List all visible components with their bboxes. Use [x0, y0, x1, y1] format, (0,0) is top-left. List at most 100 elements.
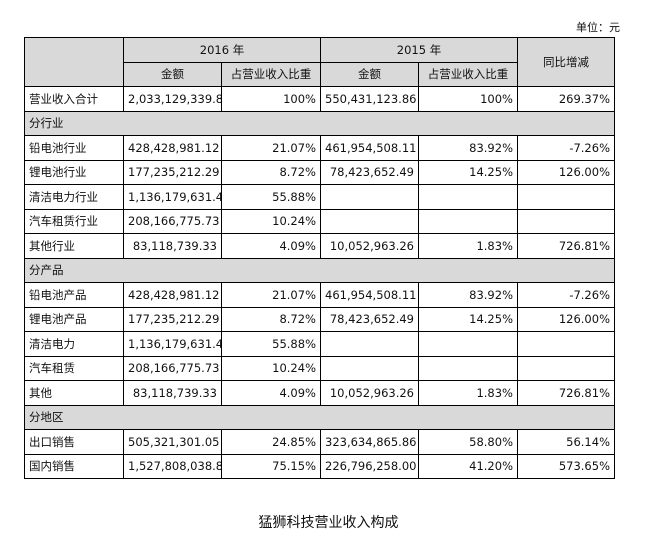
table-row: 铅电池产品 428,428,981.12 21.07% 461,954,508.11 8… — [24, 282, 615, 308]
share-2016-cell: 8.72% — [221, 159, 321, 185]
section-label: 分地区 — [24, 404, 615, 430]
table-row: 铅电池行业 428,428,981.12 21.07% 461,954,508.11 8… — [24, 135, 615, 161]
header-yoy: 同比增减 — [517, 37, 615, 87]
amount-2016-cell: 208,166,775.73 — [123, 208, 222, 234]
amount-2016-cell: 428,428,981.12 — [123, 282, 222, 308]
unit-label: 单位：元 — [576, 21, 620, 34]
section-row: 分地区 — [24, 404, 615, 430]
table-row: 其他行业 83,118,739.33 4.09% 10,052,963.26 1.83%… — [24, 233, 615, 259]
share-2016-cell: 10.24% — [221, 355, 321, 381]
share-2016-cell: 55.88% — [221, 331, 321, 357]
yoy-cell — [517, 208, 615, 234]
table-row: 汽车租赁 208,166,775.73 10.24% — [24, 355, 615, 381]
section-label: 分产品 — [24, 257, 615, 283]
share-2015-cell — [418, 184, 518, 210]
amount-2016-cell: 2,033,129,339.89 — [123, 86, 222, 112]
amount-2016-cell: 83,118,739.33 — [123, 233, 222, 259]
share-2015-cell: 41.20% — [418, 453, 518, 479]
row-label: 汽车租赁 — [24, 355, 124, 381]
share-2015-cell — [418, 355, 518, 381]
amount-2016-cell: 177,235,212.29 — [123, 159, 222, 185]
amount-2015-cell: 323,634,865.86 — [320, 429, 419, 455]
amount-2015-cell — [320, 331, 419, 357]
row-label: 铅电池产品 — [24, 282, 124, 308]
amount-2016-cell: 208,166,775.73 — [123, 355, 222, 381]
amount-2015-cell: 10,052,963.26 — [320, 380, 419, 406]
amount-2015-cell — [320, 184, 419, 210]
table-row: 清洁电力 1,136,179,631.42 55.88% — [24, 331, 615, 357]
header-share-2015: 占营业收入比重 — [418, 61, 518, 87]
header-2016: 2016 年 — [123, 37, 321, 63]
header-2015: 2015 年 — [320, 37, 518, 63]
share-2015-cell — [418, 331, 518, 357]
row-label: 出口销售 — [24, 429, 124, 455]
share-2016-cell: 10.24% — [221, 208, 321, 234]
share-2015-cell: 100% — [418, 86, 518, 112]
amount-2016-cell: 428,428,981.12 — [123, 135, 222, 161]
row-label: 营业收入合计 — [24, 86, 124, 112]
amount-2015-cell: 78,423,652.49 — [320, 306, 419, 332]
amount-2016-cell: 1,136,179,631.42 — [123, 331, 222, 357]
yoy-cell: -7.26% — [517, 135, 615, 161]
revenue-table: 2016 年 2015 年 同比增减 金额 占营业收入比重 金额 占营业收入比重… — [24, 37, 615, 479]
amount-2015-cell — [320, 208, 419, 234]
amount-2016-cell: 1,527,808,038.84 — [123, 453, 222, 479]
share-2015-cell: 14.25% — [418, 159, 518, 185]
row-label: 锂电池行业 — [24, 159, 124, 185]
row-label: 其他 — [24, 380, 124, 406]
share-2016-cell: 8.72% — [221, 306, 321, 332]
header-blank — [24, 37, 124, 87]
amount-2015-cell: 78,423,652.49 — [320, 159, 419, 185]
row-label: 清洁电力行业 — [24, 184, 124, 210]
table-row: 锂电池产品 177,235,212.29 8.72% 78,423,652.49 14.… — [24, 306, 615, 332]
share-2015-cell: 1.83% — [418, 380, 518, 406]
yoy-cell — [517, 331, 615, 357]
yoy-cell: 269.37% — [517, 86, 615, 112]
yoy-cell — [517, 184, 615, 210]
table-row: 清洁电力行业 1,136,179,631.42 55.88% — [24, 184, 615, 210]
amount-2015-cell: 226,796,258.00 — [320, 453, 419, 479]
share-2016-cell: 55.88% — [221, 184, 321, 210]
share-2015-cell: 83.92% — [418, 135, 518, 161]
row-label: 汽车租赁行业 — [24, 208, 124, 234]
row-label: 锂电池产品 — [24, 306, 124, 332]
share-2015-cell — [418, 208, 518, 234]
share-2016-cell: 24.85% — [221, 429, 321, 455]
row-label: 铅电池行业 — [24, 135, 124, 161]
yoy-cell: 573.65% — [517, 453, 615, 479]
table-row: 出口销售 505,321,301.05 24.85% 323,634,865.86 58… — [24, 429, 615, 455]
amount-2016-cell: 83,118,739.33 — [123, 380, 222, 406]
table-caption: 猛狮科技营业收入构成 — [258, 515, 399, 531]
share-2016-cell: 21.07% — [221, 135, 321, 161]
row-label: 清洁电力 — [24, 331, 124, 357]
share-2016-cell: 4.09% — [221, 380, 321, 406]
header-row-fields: 金额 占营业收入比重 金额 占营业收入比重 — [25, 61, 615, 87]
amount-2016-cell: 177,235,212.29 — [123, 306, 222, 332]
share-2016-cell: 75.15% — [221, 453, 321, 479]
table-row: 国内销售 1,527,808,038.84 75.15% 226,796,258.00… — [24, 453, 615, 479]
amount-2015-cell: 10,052,963.26 — [320, 233, 419, 259]
yoy-cell: 126.00% — [517, 159, 615, 185]
table-row: 汽车租赁行业 208,166,775.73 10.24% — [24, 208, 615, 234]
amount-2016-cell: 505,321,301.05 — [123, 429, 222, 455]
header-amount-2016: 金额 — [123, 61, 222, 87]
row-label: 国内销售 — [24, 453, 124, 479]
share-2016-cell: 21.07% — [221, 282, 321, 308]
section-row: 分行业 — [24, 110, 615, 136]
share-2015-cell: 83.92% — [418, 282, 518, 308]
header-row-years: 2016 年 2015 年 同比增减 — [24, 37, 615, 87]
header-amount-2015: 金额 — [320, 61, 419, 87]
table-row: 锂电池行业 177,235,212.29 8.72% 78,423,652.49 14.… — [24, 159, 615, 185]
yoy-cell: -7.26% — [517, 282, 615, 308]
amount-2016-cell: 1,136,179,631.42 — [123, 184, 222, 210]
yoy-cell: 126.00% — [517, 306, 615, 332]
yoy-cell: 726.81% — [517, 233, 615, 259]
yoy-cell: 726.81% — [517, 380, 615, 406]
total-row: 营业收入合计 2,033,129,339.89 100% 550,431,123.86… — [24, 86, 615, 112]
section-row: 分产品 — [24, 257, 615, 283]
amount-2015-cell — [320, 355, 419, 381]
amount-2015-cell: 550,431,123.86 — [320, 86, 419, 112]
amount-2015-cell: 461,954,508.11 — [320, 135, 419, 161]
share-2016-cell: 100% — [221, 86, 321, 112]
share-2016-cell: 4.09% — [221, 233, 321, 259]
